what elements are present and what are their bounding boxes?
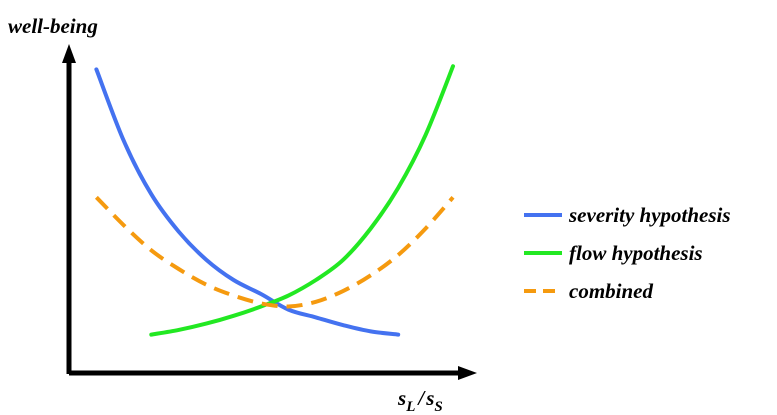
y-axis-label: well-being	[8, 14, 98, 38]
series-line-2	[149, 64, 455, 337]
legend: severity hypothesis flow hypothesis combin…	[524, 203, 731, 303]
series-line-3	[94, 195, 455, 309]
series-group	[94, 64, 455, 337]
legend-label-2: flow hypothesis	[569, 241, 703, 265]
x-axis-label: sL/sS	[397, 386, 443, 415]
series-line-1	[94, 67, 401, 337]
x-axis-label-main: s	[397, 386, 406, 410]
x-axis-label-sub-l: L	[405, 399, 415, 415]
x-axis-label-slash: /	[416, 386, 426, 410]
axes	[62, 44, 477, 380]
x-axis-label-main-2: s	[425, 386, 434, 410]
x-axis-label-sub-s: S	[434, 399, 442, 415]
y-axis-arrow-icon	[62, 44, 76, 63]
legend-label-3: combined	[569, 279, 653, 303]
legend-label-1: severity hypothesis	[568, 203, 731, 227]
x-axis-arrow-icon	[458, 366, 477, 380]
